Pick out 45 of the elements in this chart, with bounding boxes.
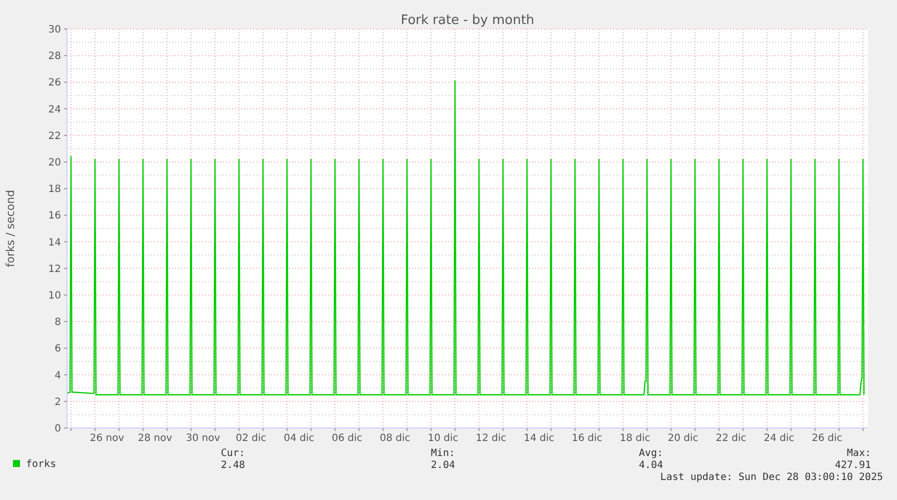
x-tick-label: 16 dic — [572, 433, 602, 444]
x-tick-label: 30 nov — [186, 433, 220, 444]
y-tick-label: 30 — [48, 24, 61, 36]
x-tick-label: 10 dic — [428, 433, 458, 444]
x-tick-label: 14 dic — [524, 433, 554, 444]
x-tick-label: 22 dic — [716, 433, 746, 444]
x-tick-label: 04 dic — [284, 433, 314, 444]
text: 4.04 — [638, 460, 663, 471]
text: 2.04 — [430, 460, 455, 471]
x-tick-label: 26 nov — [90, 433, 124, 444]
y-tick-label: 10 — [48, 290, 61, 302]
y-tick-label: 20 — [48, 158, 61, 168]
y-tick-label: 26 — [48, 78, 61, 89]
y-tick-label: 6 — [54, 344, 61, 355]
y-axis-title: forks / second — [4, 190, 17, 268]
legend-label: forks — [26, 459, 56, 470]
y-tick-label: 4 — [54, 370, 61, 382]
chart-title: Fork rate - by month — [400, 13, 534, 28]
y-tick-label: 14 — [48, 237, 61, 248]
x-tick-label: 26 dic — [812, 433, 842, 444]
x-tick-label: 20 dic — [668, 433, 698, 444]
y-tick-label: 24 — [48, 104, 61, 116]
x-tick-label: 02 dic — [236, 433, 266, 444]
text: Cur: — [220, 448, 245, 459]
x-tick-label: 08 dic — [380, 433, 410, 444]
x-tick-label: 12 dic — [476, 433, 506, 444]
x-tick-label: 28 nov — [138, 433, 172, 444]
y-tick-label: 16 — [48, 210, 61, 222]
x-tick-label: 18 dic — [620, 433, 650, 444]
y-tick-label: 12 — [48, 264, 61, 275]
y-tick-label: 28 — [48, 51, 61, 62]
text: 427.91 — [834, 460, 871, 471]
y-tick-label: 2 — [54, 396, 61, 408]
text: 2.48 — [220, 460, 245, 471]
text: Last update: Sun Dec 28 03:00:10 2025 — [660, 472, 883, 483]
y-tick-label: 18 — [48, 184, 61, 196]
y-tick-label: 0 — [54, 424, 61, 434]
y-tick-label: 22 — [48, 130, 61, 142]
x-tick-label: 06 dic — [332, 433, 362, 444]
text: Max: — [846, 448, 871, 459]
text: Min: — [430, 448, 455, 459]
line-series — [66, 80, 865, 396]
text: Avg: — [638, 448, 663, 459]
y-tick-label: 8 — [54, 317, 61, 328]
x-tick-label: 24 dic — [764, 433, 794, 444]
